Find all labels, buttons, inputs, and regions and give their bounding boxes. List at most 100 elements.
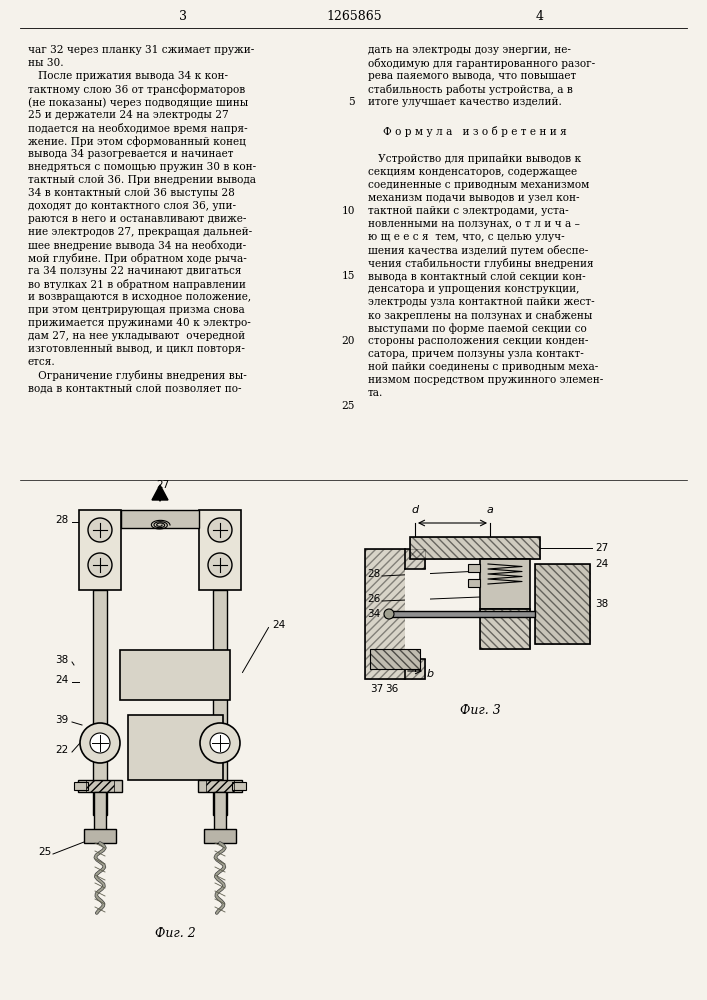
Circle shape [80, 723, 120, 763]
Text: раются в него и останавливают движе-: раются в него и останавливают движе- [28, 214, 246, 224]
Text: соединенные с приводным механизмом: соединенные с приводным механизмом [368, 180, 590, 190]
Text: После прижатия вывода 34 к кон-: После прижатия вывода 34 к кон- [28, 71, 228, 81]
Bar [232, 782, 246, 790]
Bar [535, 564, 590, 644]
Circle shape [88, 518, 112, 542]
Circle shape [208, 553, 232, 577]
Text: вода в контактный слой позволяет по-: вода в контактный слой позволяет по- [28, 383, 242, 393]
Text: итоге улучшает качество изделий.: итоге улучшает качество изделий. [368, 97, 562, 107]
Text: 28: 28 [55, 515, 69, 525]
Circle shape [90, 733, 110, 753]
Text: шее внедрение вывода 34 на необходи-: шее внедрение вывода 34 на необходи- [28, 240, 246, 251]
Bar [121, 510, 199, 528]
Text: та.: та. [368, 388, 383, 398]
Text: тактному слою 36 от трансформаторов: тактному слою 36 от трансформаторов [28, 84, 245, 95]
Text: денсатора и упрощения конструкции,: денсатора и упрощения конструкции, [368, 284, 579, 294]
Text: 24: 24 [55, 675, 69, 685]
Bar [405, 569, 430, 659]
Bar [74, 782, 88, 790]
Text: жение. При этом сформованный конец: жение. При этом сформованный конец [28, 136, 246, 147]
Text: 38: 38 [55, 655, 69, 665]
Text: чения стабильности глубины внедрения: чения стабильности глубины внедрения [368, 258, 594, 269]
Text: (не показаны) через подводящие шины: (не показаны) через подводящие шины [28, 97, 248, 108]
Text: 24: 24 [595, 559, 608, 569]
Text: 34 в контактный слой 36 выступы 28: 34 в контактный слой 36 выступы 28 [28, 188, 235, 198]
Bar [480, 609, 530, 649]
Text: 25 и держатели 24 на электроды 27: 25 и держатели 24 на электроды 27 [28, 110, 229, 120]
Text: ны 30.: ны 30. [28, 58, 64, 68]
Text: 38: 38 [595, 599, 608, 609]
Text: прижимается пружинами 40 к электро-: прижимается пружинами 40 к электро- [28, 318, 251, 328]
Text: подается на необходимое время напря-: подается на необходимое время напря- [28, 123, 247, 134]
Bar [365, 549, 425, 679]
Text: сатора, причем ползуны узла контакт-: сатора, причем ползуны узла контакт- [368, 349, 584, 359]
Text: тактной пайки с электродами, уста-: тактной пайки с электродами, уста- [368, 206, 568, 216]
Text: во втулках 21 в обратном направлении: во втулках 21 в обратном направлении [28, 279, 246, 290]
Bar [370, 649, 420, 669]
Text: выступами по форме паемой секции со: выступами по форме паемой секции со [368, 323, 587, 334]
Text: Устройство для припайки выводов к: Устройство для припайки выводов к [368, 154, 581, 164]
Bar [385, 611, 535, 617]
Bar [480, 559, 530, 609]
Circle shape [88, 553, 112, 577]
Bar [535, 564, 590, 644]
Polygon shape [152, 485, 168, 500]
Text: b: b [427, 669, 434, 679]
Text: вывода 34 разогревается и начинает: вывода 34 разогревается и начинает [28, 149, 233, 159]
Text: и возвращаются в исходное положение,: и возвращаются в исходное положение, [28, 292, 251, 302]
Bar [120, 650, 230, 700]
Text: шения качества изделий путем обеспе-: шения качества изделий путем обеспе- [368, 245, 588, 256]
Text: электроды узла контактной пайки жест-: электроды узла контактной пайки жест- [368, 297, 595, 307]
Text: ние электродов 27, прекращая дальней-: ние электродов 27, прекращая дальней- [28, 227, 252, 237]
Bar [94, 792, 106, 837]
Text: 24: 24 [272, 620, 285, 630]
Text: рева паяемого вывода, что повышает: рева паяемого вывода, что повышает [368, 71, 576, 81]
Bar [198, 780, 242, 792]
Text: 37: 37 [370, 684, 383, 694]
Text: ю щ е е с я  тем, что, с целью улуч-: ю щ е е с я тем, что, с целью улуч- [368, 232, 565, 242]
Text: 3: 3 [179, 10, 187, 23]
Text: дать на электроды дозу энергии, не-: дать на электроды дозу энергии, не- [368, 45, 571, 55]
Circle shape [384, 609, 394, 619]
Bar [480, 609, 530, 649]
Text: стабильность работы устройства, а в: стабильность работы устройства, а в [368, 84, 573, 95]
Bar [206, 780, 234, 792]
Bar [410, 537, 540, 559]
Bar [410, 537, 540, 559]
Bar [204, 829, 236, 843]
Text: a: a [486, 505, 493, 515]
Text: ется.: ется. [28, 357, 56, 367]
Text: 1265865: 1265865 [326, 10, 382, 23]
Text: 5: 5 [349, 97, 355, 107]
Text: Фиг. 3: Фиг. 3 [460, 704, 501, 717]
Text: обходимую для гарантированного разог-: обходимую для гарантированного разог- [368, 58, 595, 69]
Bar [84, 829, 116, 843]
Bar [127, 715, 223, 780]
Text: новленными на ползунах, о т л и ч а –: новленными на ползунах, о т л и ч а – [368, 219, 580, 229]
Text: 20: 20 [341, 336, 355, 346]
Text: 15: 15 [341, 271, 355, 281]
Bar [468, 579, 480, 587]
Text: 25: 25 [341, 401, 355, 411]
Bar [214, 792, 226, 837]
Bar [468, 564, 480, 572]
Bar [86, 780, 114, 792]
Text: изготовленный вывод, и цикл повторя-: изготовленный вывод, и цикл повторя- [28, 344, 245, 354]
Text: чаг 32 через планку 31 сжимает пружи-: чаг 32 через планку 31 сжимает пружи- [28, 45, 255, 55]
Text: секциям конденсаторов, содержащее: секциям конденсаторов, содержащее [368, 167, 577, 177]
Text: Ограничение глубины внедрения вы-: Ограничение глубины внедрения вы- [28, 370, 247, 381]
Text: 22: 22 [55, 745, 69, 755]
Bar [93, 590, 107, 815]
Circle shape [200, 723, 240, 763]
Text: 28: 28 [367, 569, 380, 579]
Text: 26: 26 [367, 594, 380, 604]
Text: 34: 34 [367, 609, 380, 619]
Text: механизм подачи выводов и узел кон-: механизм подачи выводов и узел кон- [368, 193, 580, 203]
Text: внедряться с помощью пружин 30 в кон-: внедряться с помощью пружин 30 в кон- [28, 162, 256, 172]
Text: 27: 27 [156, 480, 170, 490]
Text: 27: 27 [595, 543, 608, 553]
Text: 4: 4 [536, 10, 544, 23]
Text: тактный слой 36. При внедрении вывода: тактный слой 36. При внедрении вывода [28, 175, 256, 185]
Text: при этом центрирующая призма снова: при этом центрирующая призма снова [28, 305, 245, 315]
Text: вывода в контактный слой секции кон-: вывода в контактный слой секции кон- [368, 271, 585, 281]
